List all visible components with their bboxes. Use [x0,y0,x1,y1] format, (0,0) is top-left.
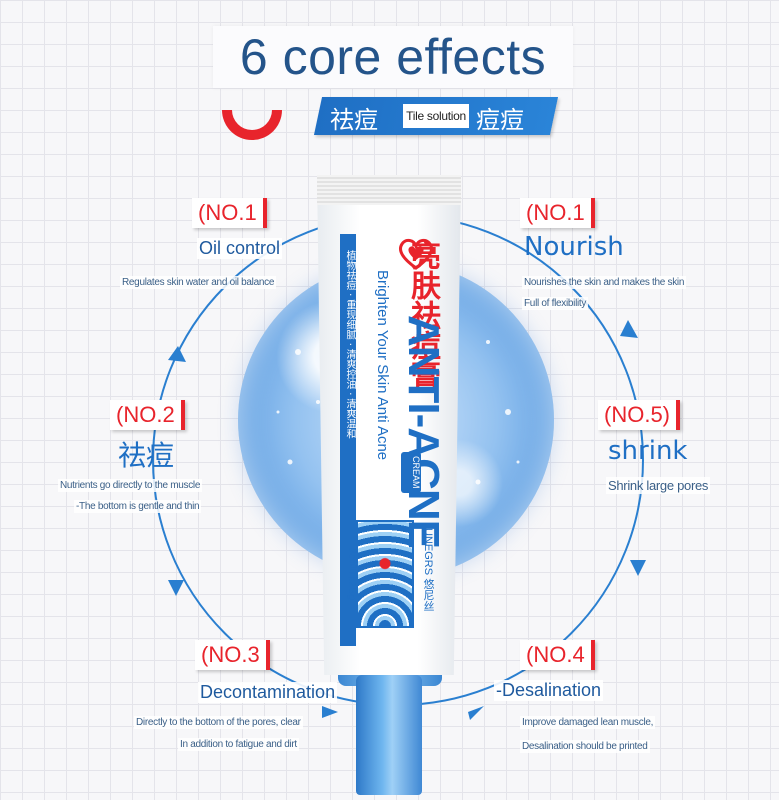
product-name-en: ANTI-ACNE [399,315,448,548]
product-name-cn: 亮肤祛痘膏 [405,240,440,390]
tube-label-stripe [340,234,356,646]
effect-5-number: (NO.5) [598,400,680,430]
effect-3-heading: Decontamination [198,682,338,703]
product-tags: 植物祛痘 · 重现细腻 · 清爽控油 · 清爽温和 [344,250,355,439]
effect-2-number: (NO.2 [110,400,185,430]
effect-3-desc-1: Directly to the bottom of the pores, cle… [134,716,303,729]
effect-4-number: (NO.4 [520,640,595,670]
effect-1-desc: Regulates skin water and oil balance [120,276,277,289]
effect-4-desc-1: Improve damaged lean muscle, [520,716,656,729]
heart-logo-icon [399,238,433,270]
maker-name: UNEGRS 悠尼丝 [422,528,434,612]
arrow-icon [468,706,484,720]
effect-2-desc-2: -The bottom is gentle and thin [74,500,202,513]
skin-layer-illustration [356,520,414,628]
net-weight: 净含量:25g [346,548,357,601]
tube-crimp [317,175,461,205]
effect-6-desc-1: Nourishes the skin and makes the skin [522,276,687,289]
ribbon-tag: Tile solution [403,104,469,128]
effect-1-heading: Oil control [197,238,283,259]
ribbon-right-text: 痘痘 [476,106,524,134]
effect-5-desc: Shrink large pores [606,477,711,494]
effect-3-number: (NO.3 [195,640,270,670]
effect-2-desc-1: Nutrients go directly to the muscle [58,479,203,492]
effect-4-desc-2: Desalination should be printed [520,740,650,753]
effect-5-heading: shrink [608,436,688,466]
product-subtitle: Brighten Your Skin Anti Acne [374,270,391,461]
effect-2-heading: 祛痘 [118,439,175,472]
arrow-icon [168,346,186,362]
effect-4-heading: -Desalination [494,680,604,701]
effect-6-desc-2: Full of flexibility [522,297,589,310]
effect-6-number: (NO.1 [520,198,595,228]
ribbon-left-text: 祛痘 [330,106,378,134]
tube-cap [356,675,422,795]
arrow-icon [168,580,184,596]
effect-3-desc-2: In addition to fatigue and dirt [178,738,299,751]
arrow-icon [620,320,638,338]
cream-badge: CREAM [401,452,421,493]
arrow-icon [322,706,338,718]
arrow-icon [630,560,646,576]
page-title: 6 core effects [213,26,573,88]
effect-6-heading: Nourish [524,232,624,262]
red-smile-decoration [222,110,282,140]
effect-1-number: (NO.1 [192,198,267,228]
